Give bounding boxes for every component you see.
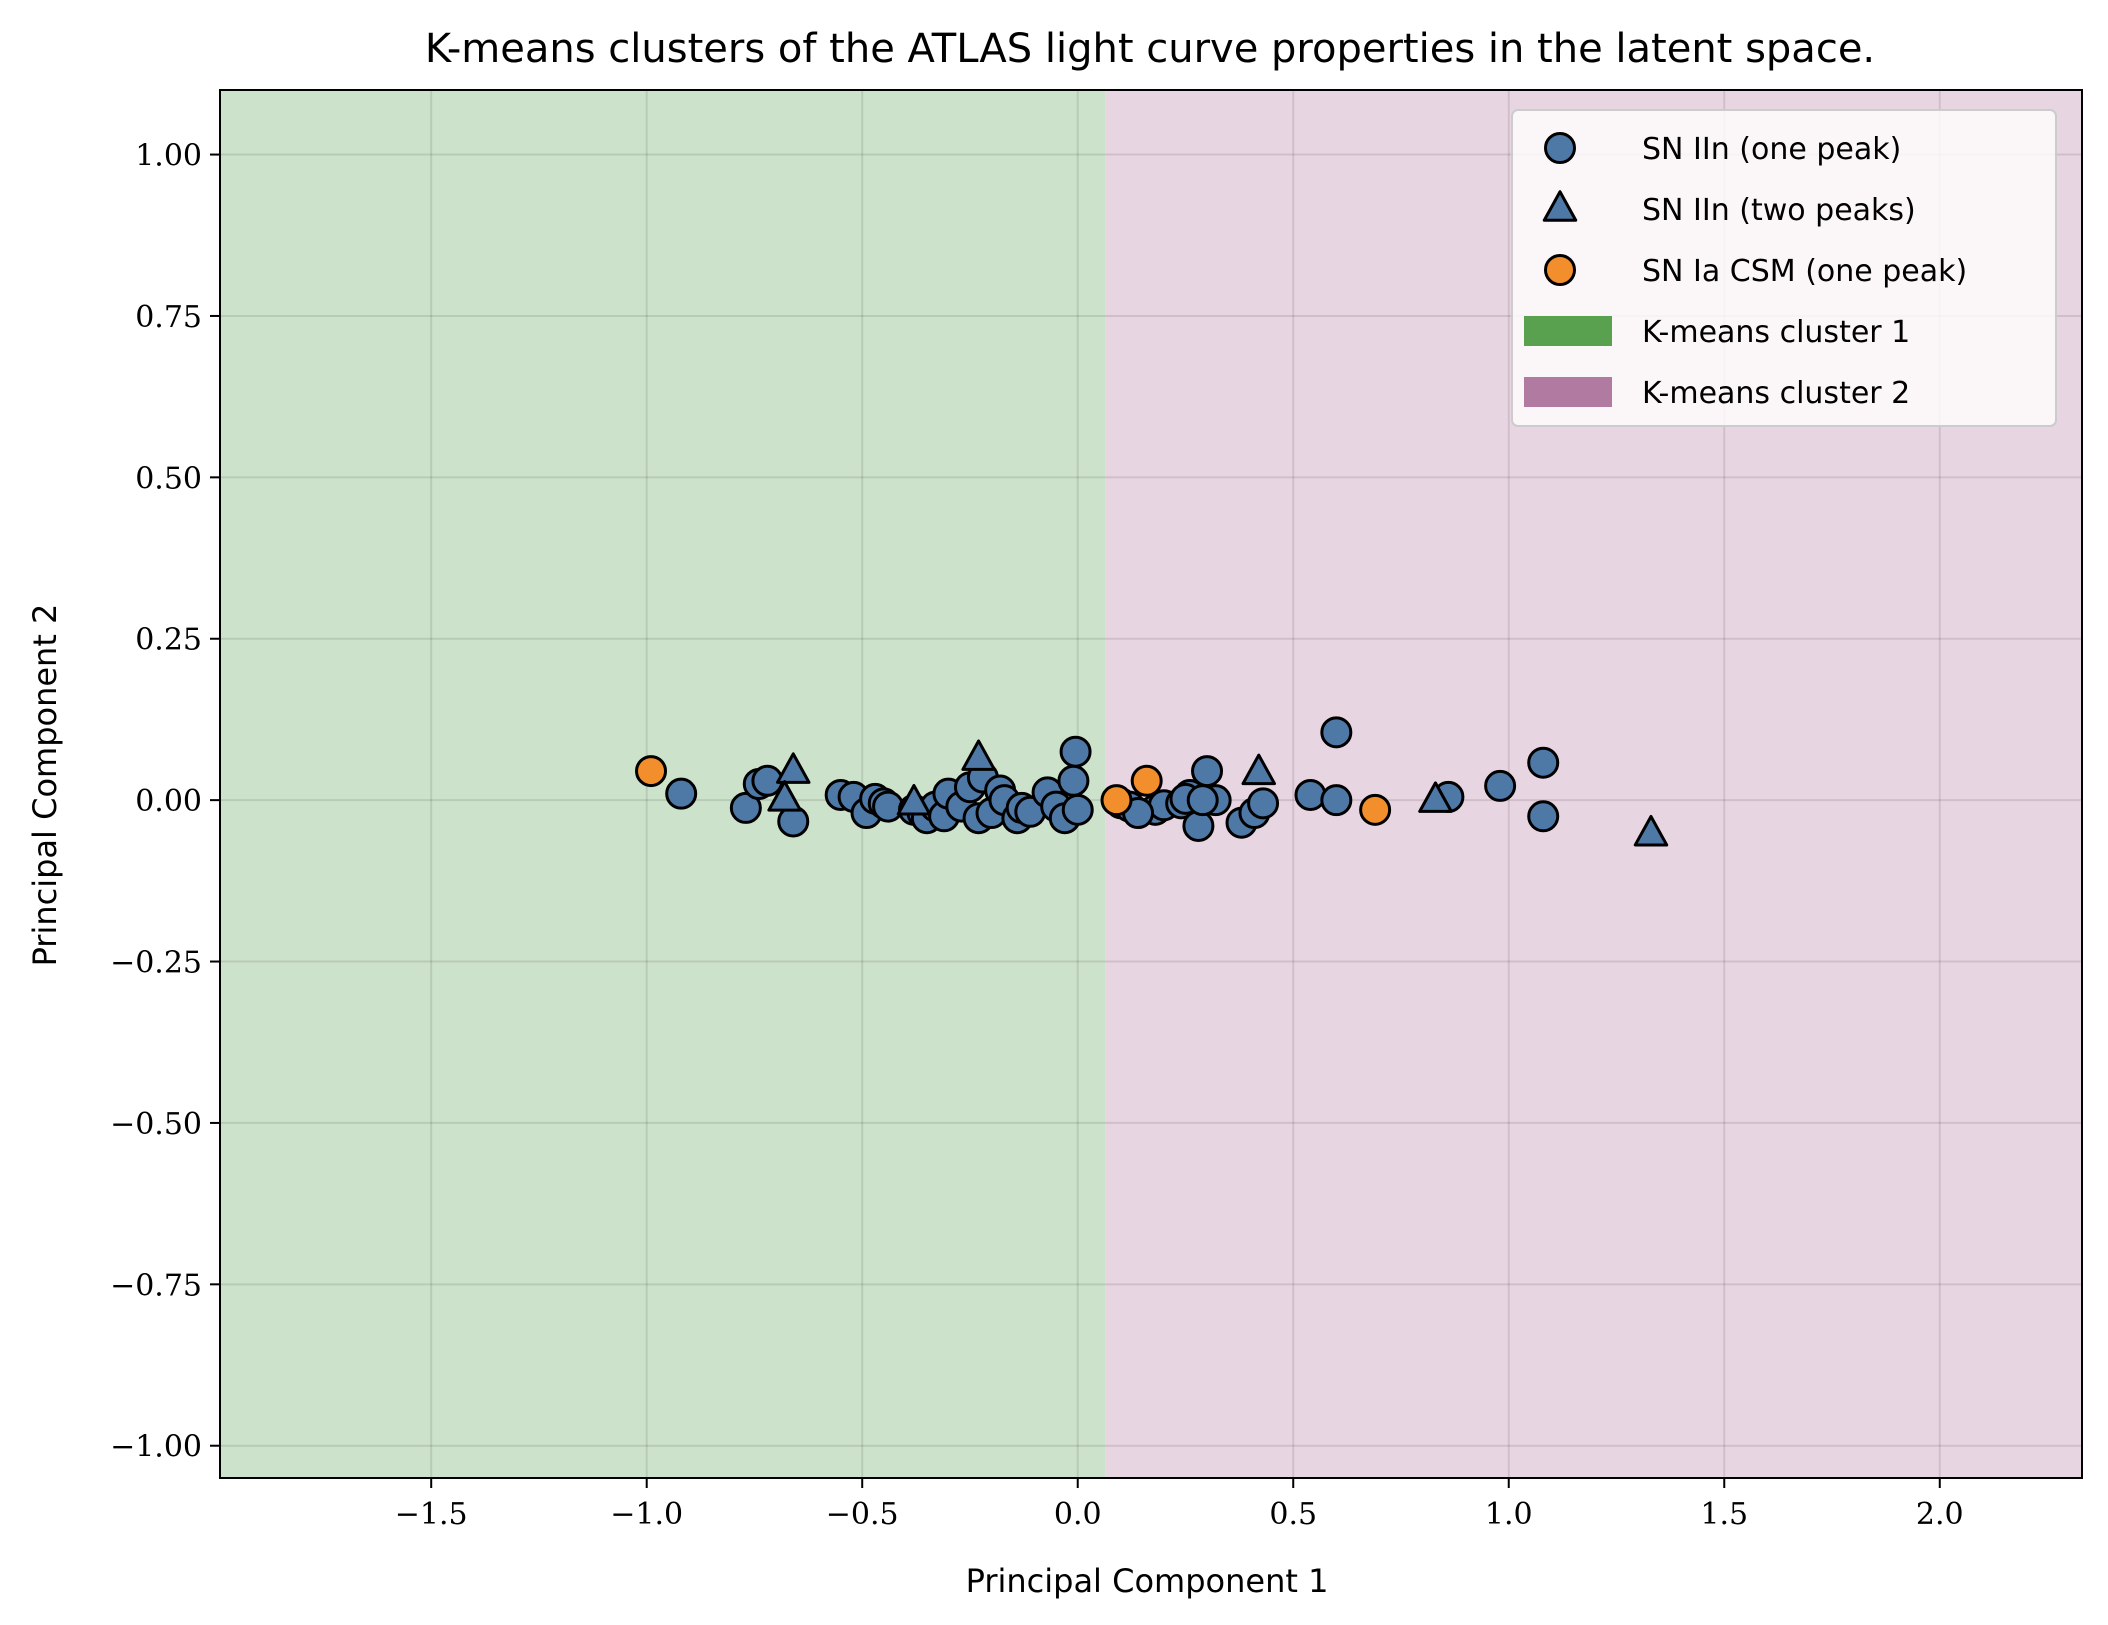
legend-label-2: SN Ia CSM (one peak) xyxy=(1642,254,1967,289)
legend-label-3: K-means cluster 1 xyxy=(1642,315,1910,350)
y-tick-label-7: 0.75 xyxy=(135,300,202,335)
legend-label-0: SN IIn (one peak) xyxy=(1642,132,1901,167)
y-axis-label: Principal Component 2 xyxy=(26,604,64,967)
point-s1-1 xyxy=(767,780,802,812)
legend-marker-2 xyxy=(1544,254,1576,286)
point-s0-45 xyxy=(1294,778,1327,811)
legend-marker-1 xyxy=(1542,190,1578,222)
point-s0-51 xyxy=(1527,800,1560,833)
plot-frame xyxy=(219,89,2083,1479)
x-tick-label-0: −1.5 xyxy=(395,1497,468,1532)
data-points xyxy=(635,716,1669,847)
point-s1-5 xyxy=(1418,781,1453,813)
legend-label-4: K-means cluster 2 xyxy=(1642,376,1910,411)
point-s0-10 xyxy=(872,790,905,823)
x-axis-label: Principal Component 1 xyxy=(966,1562,1329,1600)
point-s0-46 xyxy=(1320,716,1353,749)
y-tick-label-1: −0.75 xyxy=(110,1268,202,1303)
legend-patch-4 xyxy=(1524,377,1612,407)
point-s0-50 xyxy=(1527,746,1560,779)
legend-marker-0 xyxy=(1544,132,1576,164)
x-tick-label-6: 1.5 xyxy=(1700,1497,1748,1532)
x-tick-label-2: −0.5 xyxy=(826,1497,899,1532)
y-tick-label-3: −0.25 xyxy=(110,946,202,981)
point-s0-30 xyxy=(1057,764,1090,797)
x-tick-label-3: 0.0 xyxy=(1054,1497,1102,1532)
point-s0-31 xyxy=(1059,735,1092,768)
point-s1-6 xyxy=(1633,814,1669,847)
axis-ticks: −1.5 −1.0 −0.5 0.0 0.5 1.0 1.5 2.0 −1.00 −0.75 −0.… xyxy=(110,139,1964,1532)
legend-patch-3 xyxy=(1524,316,1612,346)
point-s0-53 xyxy=(1186,784,1219,817)
point-s1-4 xyxy=(1241,753,1277,786)
point-s2-0 xyxy=(635,755,668,788)
x-tick-label-1: −1.0 xyxy=(610,1497,683,1532)
legend-box xyxy=(1511,109,2057,427)
point-s0-47 xyxy=(1320,784,1353,817)
point-s2-2 xyxy=(1130,764,1163,797)
legend: SN IIn (one peak) SN IIn (two peaks) SN Ia… xyxy=(1511,109,2057,427)
point-s2-1 xyxy=(1100,784,1133,817)
chart-title: K-means clusters of the ATLAS light curv… xyxy=(425,26,1875,72)
point-s1-2 xyxy=(896,783,932,816)
point-s0-40 xyxy=(1191,755,1224,788)
x-tick-label-7: 2.0 xyxy=(1916,1497,1964,1532)
y-tick-label-6: 0.50 xyxy=(135,461,202,496)
point-s0-0 xyxy=(665,777,698,810)
point-s1-0 xyxy=(776,752,811,784)
point-s0-32 xyxy=(1061,793,1094,826)
y-tick-label-0: −1.00 xyxy=(110,1430,202,1465)
y-tick-label-5: 0.25 xyxy=(135,623,202,658)
point-s1-3 xyxy=(961,739,996,771)
y-tick-label-4: 0.00 xyxy=(135,784,202,819)
y-tick-label-8: 1.00 xyxy=(135,139,202,174)
legend-label-1: SN IIn (two peaks) xyxy=(1642,193,1916,228)
point-s0-49 xyxy=(1484,769,1517,802)
point-s0-39 xyxy=(1182,809,1215,842)
y-tick-label-2: −0.50 xyxy=(110,1107,202,1142)
point-s0-44 xyxy=(1247,787,1280,820)
x-tick-label-4: 0.5 xyxy=(1269,1497,1317,1532)
point-s2-3 xyxy=(1359,793,1392,826)
x-tick-label-5: 1.0 xyxy=(1485,1497,1533,1532)
